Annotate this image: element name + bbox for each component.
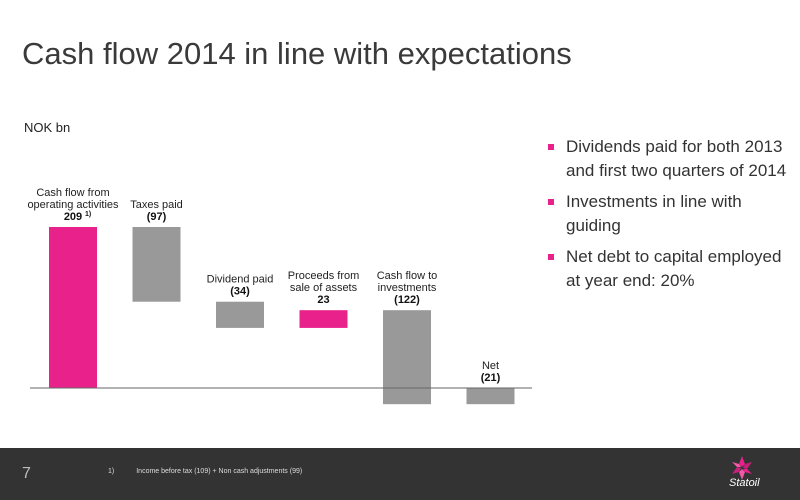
waterfall-bar [132,227,181,302]
value-label: (122) [394,294,420,306]
bullet-item: Dividends paid for both 2013 and first t… [548,135,788,183]
bullet-text: Dividends paid for both 2013 and first t… [566,137,787,180]
footnote: 1) Income before tax (109) + Non cash adj… [108,468,302,475]
category-label: investments [378,282,437,294]
category-label: Cash flow to [377,270,438,282]
bullet-list: Dividends paid for both 2013 and first t… [548,135,788,300]
category-label: sale of assets [290,282,358,294]
category-label: Dividend paid [207,274,274,286]
bullet-square-icon [548,199,554,205]
value-superscript: 1) [85,211,91,218]
statoil-logo-icon [732,456,752,480]
bullet-text: Investments in line with guiding [566,192,742,235]
page-number: 7 [22,465,31,482]
value-label: (34) [230,286,250,298]
category-label: operating activities [27,199,119,211]
bullet-item: Investments in line with guiding [548,190,788,238]
value-label: 23 [317,294,329,306]
footer-bar: 7 1) Income before tax (109) + Non cash a… [0,448,800,500]
unit-label: NOK bn [24,120,71,135]
slide-title: Cash flow 2014 in line with expectations [22,36,572,71]
waterfall-bar [49,227,97,388]
value-label: (21) [481,372,501,384]
category-label: Cash flow from [36,187,109,199]
bullet-item: Net debt to capital employed at year end… [548,245,788,293]
value-label: 209 [64,211,82,223]
value-label: (97) [147,211,167,223]
footnote-text: Income before tax (109) + Non cash adjus… [136,468,303,475]
category-label: Net [482,360,499,372]
waterfall-bar [383,310,431,405]
category-label: Taxes paid [130,199,183,211]
footnote-marker: 1) [108,468,115,475]
waterfall-bar [299,310,348,328]
waterfall-bar [216,301,264,328]
bullet-square-icon [548,144,554,150]
category-label: Proceeds from [288,270,360,282]
logo-text: Statoil [729,477,760,489]
bullet-square-icon [548,254,554,260]
bullet-text: Net debt to capital employed at year end… [566,247,782,290]
waterfall-bar [466,388,515,405]
